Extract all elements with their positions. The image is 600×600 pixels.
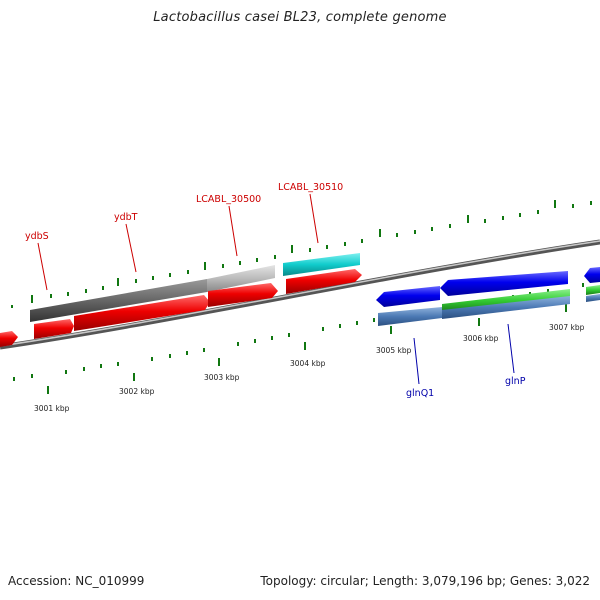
gene-label-LCABL-30500[interactable]: LCABL_30500 xyxy=(196,194,261,205)
gene-block-steel-1 xyxy=(442,296,570,319)
gene-label-glnP[interactable]: glnP xyxy=(505,376,526,387)
gene-block-green-1 xyxy=(586,285,600,295)
gene-labels: ydbS ydbT LCABL_30500 LCABL_30510 glnQ1 … xyxy=(25,182,526,399)
red-gene-track xyxy=(0,269,362,347)
gene-arrow-blue-2 xyxy=(584,267,600,283)
gene-arrow-red-0 xyxy=(0,331,18,347)
genome-backbone xyxy=(0,239,600,350)
label-leader-lines xyxy=(37,193,515,385)
gene-block-steel-2 xyxy=(586,294,600,302)
kbp-label-3002: 3002 kbp xyxy=(119,387,155,396)
outer-gene-track xyxy=(30,253,360,322)
gene-ydbS-block xyxy=(30,279,207,322)
kbp-labels: 3001 kbp 3002 kbp 3003 kbp 3004 kbp 3005… xyxy=(34,323,585,413)
gene-arrow-red-2 xyxy=(74,295,210,331)
accession-text: Accession: NC_010999 xyxy=(8,574,145,588)
gene-arrow-red-4 xyxy=(286,269,362,294)
kbp-label-3006: 3006 kbp xyxy=(463,334,499,343)
gene-LCABL-30500-block xyxy=(207,265,275,292)
map-title: Lactobacillus casei BL23, complete genom… xyxy=(153,10,447,25)
outer-tick-marks xyxy=(11,200,592,308)
gene-label-LCABL-30510[interactable]: LCABL_30510 xyxy=(278,182,343,193)
kbp-label-3003: 3003 kbp xyxy=(204,373,240,382)
gene-arrow-blue-0 xyxy=(376,286,440,307)
kbp-label-3007: 3007 kbp xyxy=(549,323,585,332)
topology-text: Topology: circular; Length: 3,079,196 bp… xyxy=(260,574,590,588)
blue-gene-track xyxy=(376,267,600,326)
gene-block-green-0 xyxy=(442,289,570,312)
kbp-label-3001: 3001 kbp xyxy=(34,404,70,413)
gene-arrow-red-1 xyxy=(34,319,74,339)
kbp-label-3004: 3004 kbp xyxy=(290,359,326,368)
kbp-label-3005: 3005 kbp xyxy=(376,346,412,355)
gene-block-steel-0 xyxy=(378,307,442,326)
gene-arrow-red-3 xyxy=(208,283,278,307)
gene-label-ydbT[interactable]: ydbT xyxy=(114,212,138,223)
gene-label-glnQ1[interactable]: glnQ1 xyxy=(406,388,434,399)
gene-label-ydbS[interactable]: ydbS xyxy=(25,231,49,242)
gene-arrow-blue-1 xyxy=(440,271,568,296)
gene-LCABL-30510-block xyxy=(283,253,360,276)
